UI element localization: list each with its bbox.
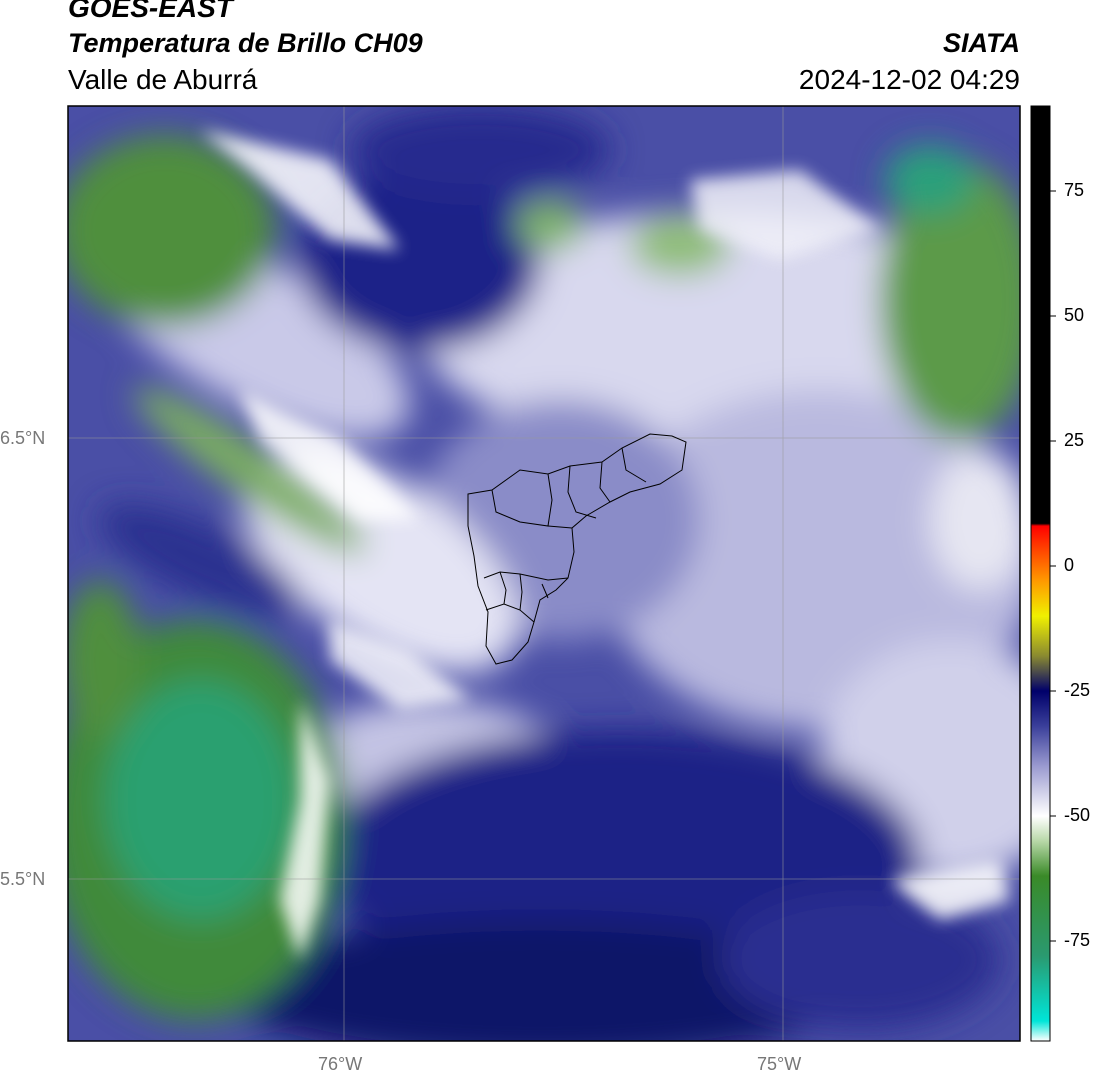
colorbar-tick-label: 50 (1064, 305, 1085, 325)
graticule (68, 106, 1020, 1041)
brightness-temperature-field (68, 106, 1020, 1041)
colorbar-tick-label: -75 (1064, 930, 1091, 950)
municipal-boundaries (467, 433, 687, 665)
map-frame (67, 105, 1021, 1042)
colorbar-tick-label: 0 (1064, 555, 1075, 575)
region-subtitle: Valle de Aburrá (68, 64, 258, 95)
colorbar-frame (1030, 105, 1051, 1042)
lat-label-5-5n: 5.5°N (0, 869, 46, 889)
satellite-title: GOES-EAST (68, 0, 233, 23)
product-title: Temperatura de Brillo CH09 (68, 28, 423, 58)
colorbar-tick-label: 75 (1064, 180, 1085, 200)
agency-label: SIATA (943, 28, 1020, 58)
lon-label-76w: 76°W (318, 1054, 363, 1074)
lon-label-75w: 75°W (757, 1054, 802, 1074)
colorbar-tick-label: -50 (1064, 805, 1091, 825)
colorbar-gradient (1031, 106, 1050, 1041)
timestamp-label: 2024-12-02 04:29 (798, 64, 1020, 95)
lat-label-6-5n: 6.5°N (0, 428, 46, 448)
colorbar-tick-label: 25 (1064, 430, 1085, 450)
colorbar-tick-label: -25 (1064, 680, 1091, 700)
colorbar (1030, 105, 1056, 1042)
